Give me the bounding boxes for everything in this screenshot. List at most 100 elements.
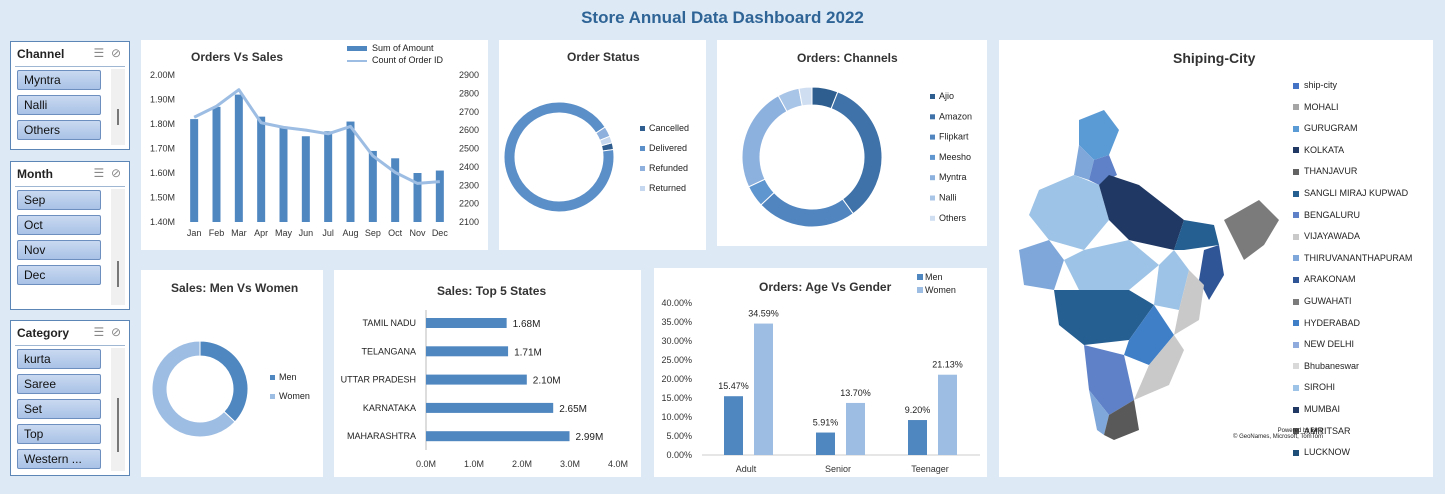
orders-channels-title: Orders: Channels [797,51,898,65]
donut-slice-delivered [503,101,615,213]
y2-axis-tick-label: 2100 [459,217,479,227]
data-label: 13.70% [840,388,871,398]
y2-axis-tick-label: 2300 [459,180,479,190]
orders-channels-chart: Ajio Amazon Flipkart Meesho Myntra Nalli Other… [741,86,972,228]
order-status-chart: Cancelled Delivered Refunded Returned [503,101,689,213]
x-axis-tick-label: Oct [388,228,403,238]
month-item[interactable]: Nov [17,240,101,260]
map-legend-item: VIJAYAWADA [1293,231,1412,253]
multi-select-icon[interactable]: ☰ [93,325,105,339]
map-region-up [1099,175,1184,250]
bar-women [846,402,865,455]
x-axis-tick-label: Sep [365,228,381,238]
clear-filter-icon[interactable]: ⊘ [110,325,121,339]
bar-amount [324,131,333,222]
legend-label: VIJAYAWADA [1304,231,1361,242]
orders-channels-card: Orders: Channels Ajio Amazon Flipkart Meesh… [717,40,987,246]
channel-slicer-title: Channel [17,47,65,61]
y2-axis-tick-label: 2500 [459,144,479,154]
legend-label: BENGALURU [1304,209,1361,220]
data-label: 9.20% [905,405,931,415]
shipping-city-title: Shiping-City [1173,50,1256,66]
legend-swatch [930,195,935,201]
y-axis-tick-label: 5.00% [666,431,692,441]
channel-scrollbar[interactable] [111,69,125,145]
legend-label: Flipkart [939,132,969,142]
legend-label: ship-city [1304,80,1338,90]
x-axis-tick-label: Nov [409,228,426,238]
legend-swatch [1293,384,1299,391]
men-vs-women-title: Sales: Men Vs Women [171,281,299,295]
legend-label: MUMBAI [1304,403,1340,414]
top-states-chart: TAMIL NADU 1.68M TELANGANA 1.71M UTTAR PRADE… [341,310,628,469]
bar-state [426,431,570,442]
legend-label: Myntra [939,172,967,182]
x-axis-tick-label: May [275,228,293,238]
y-axis-tick-label: 15.00% [661,393,692,403]
legend-swatch [1293,82,1299,89]
data-label: 34.59% [748,309,779,319]
legend-swatch [930,154,935,160]
category-item[interactable]: Saree [17,374,101,394]
legend-swatch [270,375,275,380]
legend-label: Ajio [939,91,954,101]
legend-swatch [1293,147,1299,154]
x-axis-tick-label: Adult [736,464,757,474]
multi-select-icon[interactable]: ☰ [93,46,105,60]
legend-label: THANJAVUR [1304,166,1358,177]
bar-state [426,374,527,385]
bar-amount [435,170,444,222]
category-slicer-title: Category [17,326,70,340]
category-slicer[interactable]: Category ☰ ⊘ kurta Saree Set Top Western… [10,320,130,476]
channel-item[interactable]: Others [17,120,101,140]
month-item[interactable]: Sep [17,190,101,210]
month-item[interactable]: Dec [17,265,101,285]
map-region-rajasthan [1029,175,1109,250]
channel-item[interactable]: Myntra [17,70,101,90]
category-item[interactable]: Top [17,424,101,444]
legend-label: Cancelled [649,123,689,133]
channel-item[interactable]: Nalli [17,95,101,115]
x-axis-tick-label: Senior [825,464,851,474]
legend-swatch [640,166,645,171]
clear-filter-icon[interactable]: ⊘ [110,166,121,180]
map-legend-item: THANJAVUR [1293,166,1412,188]
category-item[interactable]: Set [17,399,101,419]
x-axis-tick-label: 2.0M [512,459,532,469]
multi-select-icon[interactable]: ☰ [93,166,105,180]
category-scrollbar[interactable] [111,348,125,471]
map-legend-item: Bhubaneswar [1293,361,1412,383]
orders-vs-sales-card: Orders Vs Sales Sum of Amount Count of O… [141,40,488,250]
clear-filter-icon[interactable]: ⊘ [110,46,121,60]
data-label: 2.99M [576,432,604,443]
bar-amount [391,158,400,222]
legend-swatch [917,287,923,293]
channel-slicer[interactable]: Channel ☰ ⊘ Myntra Nalli Others [10,41,130,150]
category-item[interactable]: Western ... [17,449,101,469]
y2-axis-tick-label: 2200 [459,199,479,209]
map-legend-item: NEW DELHI [1293,339,1412,361]
orders-vs-sales-title: Orders Vs Sales [191,50,284,64]
legend-swatch [1293,233,1299,240]
y-axis-tick-label: 1.40M [150,217,175,227]
y-axis-tick-label: 1.60M [150,168,175,178]
line-order-count [193,88,440,185]
bar-amount [190,119,199,222]
map-region-westbengal [1199,245,1224,300]
y2-axis-tick-label: 2700 [459,107,479,117]
y2-axis-tick-label: 2900 [459,70,479,80]
category-item[interactable]: kurta [17,349,101,369]
legend-swatch [640,146,645,151]
month-item[interactable]: Oct [17,215,101,235]
month-scrollbar[interactable] [111,189,125,305]
y2-axis-tick-label: 2600 [459,125,479,135]
map-legend-item: MUMBAI [1293,404,1412,426]
bar-amount [257,116,266,222]
shipping-city-card: Shiping-City ship-city MOHALI GURUGRAM KOLK… [999,40,1433,477]
month-slicer[interactable]: Month ☰ ⊘ Sep Oct Nov Dec [10,161,130,310]
month-slicer-title: Month [17,167,53,181]
bar-men [724,396,743,455]
legend-swatch [347,59,367,62]
map-legend-item: THIRUVANANTHAPURAM [1293,253,1412,275]
map-region-maharashtra [1054,290,1154,345]
